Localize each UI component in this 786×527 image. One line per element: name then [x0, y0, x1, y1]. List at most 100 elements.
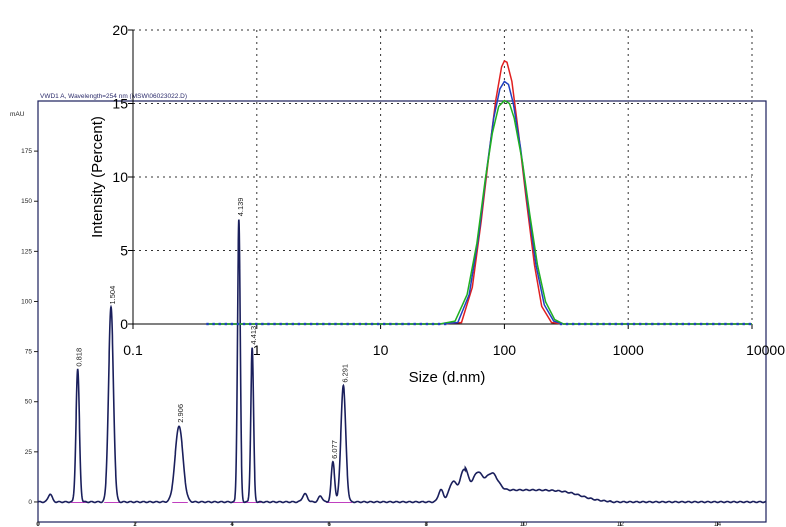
size-distribution-marker: [383, 322, 386, 326]
size-distribution-marker: [322, 322, 325, 326]
size-distribution-x-axis: 0.1 1 10 100 1000 10000: [123, 324, 785, 358]
chromatogram-x-tick-label: 0: [36, 521, 40, 527]
size-distribution-marker: [608, 322, 611, 326]
chromatogram-y-tick-label: 25: [25, 449, 33, 456]
size-distribution-marker: [407, 322, 410, 326]
chromatogram-x-tick-label: 8: [424, 521, 428, 527]
size-distribution-marker: [425, 322, 429, 326]
size-distribution-series-1: [207, 59, 752, 325]
size-distribution-marker: [389, 322, 392, 326]
chromatogram-peak-labels: 0.818 1.504 2.906 4.139 4.413 6.077 6.291: [75, 197, 350, 458]
size-distribution-marker: [638, 322, 642, 326]
size-distribution-y-tick-label: 10: [112, 169, 128, 185]
chromatogram-x-tick-label: 10: [520, 521, 528, 527]
size-distribution-y-tick-label: 20: [112, 22, 128, 38]
size-distribution-marker: [431, 322, 435, 326]
size-distribution-marker: [699, 322, 703, 326]
size-distribution-marker: [718, 322, 721, 326]
chromatogram-peak-label: 1.504: [108, 286, 117, 305]
chromatogram-y-label: mAU: [10, 111, 25, 118]
size-distribution-grid: [133, 29, 753, 324]
size-distribution-marker: [285, 322, 288, 326]
size-distribution-marker: [632, 322, 636, 326]
chromatogram-y-axis: 0 25 50 75 100 125 150 175: [21, 148, 38, 506]
size-distribution-marker: [565, 322, 569, 326]
size-distribution-x-label: Size (d.nm): [409, 369, 486, 386]
size-distribution-marker: [279, 322, 282, 326]
size-distribution-marker: [645, 322, 648, 326]
size-distribution-marker: [724, 322, 727, 326]
size-distribution-marker: [376, 322, 380, 326]
size-distribution-marker: [437, 322, 441, 326]
size-distribution-marker: [559, 322, 563, 326]
size-distribution-marker: [303, 322, 307, 326]
size-distribution-series: [206, 59, 752, 326]
size-distribution-marker: [224, 322, 228, 326]
size-distribution-marker: [352, 322, 355, 326]
size-distribution-y-axis: 0 5 10 15 20: [112, 22, 133, 332]
size-distribution-y-tick-label: 5: [120, 243, 128, 259]
chromatogram-frame: [37, 100, 767, 523]
chromatogram-y-tick-label: 0: [28, 499, 32, 506]
size-distribution-y-label: Intensity (Percent): [89, 116, 106, 238]
size-distribution-y-tick-label: 0: [120, 316, 128, 332]
chromatogram-y-tick-label: 175: [21, 148, 32, 155]
size-distribution-x-tick-label: 10000: [746, 342, 785, 358]
chromatogram-peak-label: 6.291: [340, 364, 349, 383]
size-distribution-marker: [657, 322, 660, 326]
size-distribution-x-tick-label: 1: [253, 342, 261, 358]
size-distribution-marker: [255, 322, 258, 326]
size-distribution-marker: [687, 322, 691, 326]
size-distribution-y-tick-label: 15: [112, 96, 128, 112]
chromatogram-peak-label: 0.818: [75, 348, 84, 367]
size-distribution-marker: [730, 322, 733, 326]
size-distribution-series-2: [207, 80, 752, 325]
size-distribution-marker: [590, 322, 593, 326]
chromatogram-peak-label: 4.139: [236, 197, 245, 216]
size-distribution-marker: [584, 322, 587, 326]
size-distribution-marker: [681, 322, 685, 326]
chromatogram-y-tick-label: 75: [25, 349, 33, 356]
size-distribution-marker: [693, 322, 697, 326]
size-distribution-marker: [248, 322, 252, 326]
size-distribution-marker: [291, 322, 295, 326]
size-distribution-marker: [230, 322, 234, 326]
size-distribution-marker: [206, 322, 209, 326]
chromatogram-title: VWD1 A, Wavelength=254 nm (MSW\06023022.…: [40, 93, 187, 100]
chromatogram-y-tick-label: 150: [21, 198, 32, 205]
size-distribution-marker: [340, 322, 343, 326]
size-distribution-marker: [328, 322, 331, 326]
size-distribution-marker: [273, 322, 276, 326]
size-distribution-marker: [395, 322, 398, 326]
size-distribution-x-tick-label: 1000: [613, 342, 644, 358]
chromatogram-y-tick-label: 125: [21, 248, 32, 255]
chromatogram-x-tick-label: 2: [133, 521, 137, 527]
size-distribution-series-3: [207, 99, 752, 325]
size-distribution-marker: [316, 322, 319, 326]
size-distribution-marker: [596, 322, 599, 326]
size-distribution-marker: [614, 322, 617, 326]
size-distribution-marker: [571, 322, 575, 326]
size-distribution-marker: [413, 322, 416, 326]
size-distribution-marker: [401, 322, 404, 326]
size-distribution-marker: [651, 322, 654, 326]
size-distribution-chart: 0 5 10 15 20 0.1 1 10 100 1000 10000 Intensity (P…: [89, 22, 785, 386]
chromatogram-y-tick-label: 50: [25, 399, 33, 406]
size-distribution-marker: [705, 322, 709, 326]
size-distribution-marker: [602, 322, 605, 326]
size-distribution-marker: [212, 322, 215, 326]
chromatogram-peak-label: 4.413: [249, 326, 258, 345]
size-distribution-marker: [748, 322, 752, 326]
size-distribution-marker: [267, 322, 270, 326]
size-distribution-marker: [419, 322, 422, 326]
size-distribution-marker: [334, 322, 337, 326]
size-distribution-marker: [297, 322, 301, 326]
size-distribution-marker: [578, 322, 581, 326]
size-distribution-x-tick-label: 10: [373, 342, 389, 358]
chromatogram-x-tick-label: 6: [327, 521, 331, 527]
size-distribution-marker: [370, 322, 374, 326]
chromatogram-peak-label: 2.906: [176, 404, 185, 423]
size-distribution-marker: [443, 322, 447, 326]
size-distribution-marker: [742, 322, 745, 326]
